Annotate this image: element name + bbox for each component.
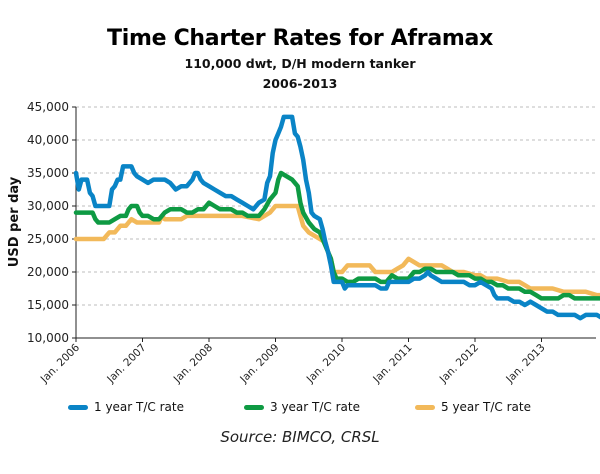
series-line-5-year [73,203,600,298]
x-tick-label: Jan. 2013 [503,342,547,386]
x-tick-label: Jan. 2007 [104,342,148,386]
y-tick-label: 15,000 [27,298,69,312]
legend: 1 year T/C rate 3 year T/C rate 5 year T… [64,400,600,418]
y-tick-label: 40,000 [27,133,69,147]
x-tick-label: Jan. 2012 [437,342,481,386]
y-axis-label: USD per day [7,176,22,267]
legend-label-5yr: 5 year T/C rate [441,400,531,414]
legend-label-3yr: 3 year T/C rate [270,400,360,414]
x-tick-label: Jan. 2011 [370,342,414,386]
series-line-1-year [73,114,600,321]
y-tick-label: 35,000 [27,166,69,180]
legend-item-5yr: 5 year T/C rate [415,400,531,414]
gridlines [76,106,596,306]
legend-swatch-1yr [68,404,88,410]
y-tick-label: 30,000 [27,199,69,213]
chart-subtitle: 110,000 dwt, D/H modern tanker [184,56,416,71]
legend-swatch-5yr [415,404,435,410]
legend-item-1yr: 1 year T/C rate [68,400,184,414]
chart-title: Time Charter Rates for Aframax [107,26,493,51]
source-note: Source: BIMCO, CRSL [220,428,380,446]
x-ticks: Jan. 2006 Jan. 2007 Jan. 2008 Jan. 2009 Jan.… [38,338,548,386]
y-tick-label: 25,000 [27,232,69,246]
chart-date-range: 2006-2013 [262,76,338,91]
legend-item-3yr: 3 year T/C rate [244,400,360,414]
y-tick-label: 45,000 [27,100,69,114]
y-tick-label: 10,000 [27,331,69,345]
x-tick-label: Jan. 2010 [304,342,348,386]
legend-label-1yr: 1 year T/C rate [94,400,184,414]
x-tick-label: Jan. 2009 [237,342,281,386]
legend-swatch-3yr [244,404,264,410]
x-tick-label: Jan. 2008 [171,342,215,386]
axes [75,107,596,339]
x-tick-label: Jan. 2006 [38,341,82,385]
series-lines [73,114,600,321]
y-ticks: 10,000 15,000 20,000 25,000 30,000 35,000 40,0… [27,100,76,345]
y-tick-label: 20,000 [27,265,69,279]
series-line-3-year [73,170,600,301]
